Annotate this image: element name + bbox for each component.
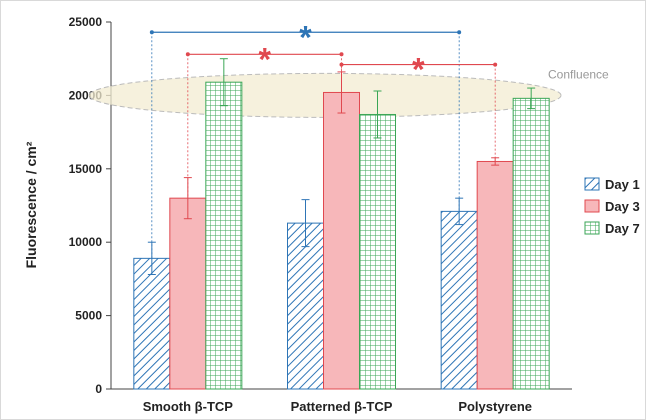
bracket-end xyxy=(339,62,344,67)
legend-swatch xyxy=(584,221,600,235)
y-tick-label: 0 xyxy=(95,382,102,396)
x-tick-label: Smooth β-TCP xyxy=(143,399,234,414)
significance-star: * xyxy=(412,52,425,88)
y-tick-label: 15000 xyxy=(69,162,103,176)
confluence-label: Confluence xyxy=(548,67,609,81)
y-tick-label: 5000 xyxy=(75,309,102,323)
bar-day-7 xyxy=(205,81,243,390)
y-tick-label: 10000 xyxy=(69,235,103,249)
bar-day-1 xyxy=(440,210,478,390)
bar-day-3 xyxy=(169,197,207,390)
legend-swatch xyxy=(584,177,600,191)
legend-label: Day 7 xyxy=(605,221,640,236)
bracket-end xyxy=(149,30,154,35)
bars-group xyxy=(133,58,550,390)
x-tick-label: Polystyrene xyxy=(458,399,532,414)
bar-day-3 xyxy=(476,160,514,390)
bracket-end xyxy=(185,52,190,57)
bracket-end xyxy=(493,62,498,67)
bar-day-7 xyxy=(512,97,550,390)
y-tick-label: 25000 xyxy=(69,15,103,29)
bar-day-1 xyxy=(287,222,324,390)
legend-label: Day 1 xyxy=(605,177,640,192)
annotations-group: * * * xyxy=(149,19,498,259)
bar-day-3 xyxy=(323,91,360,390)
bar-day-7 xyxy=(359,113,396,390)
significance-star: * xyxy=(299,19,312,55)
legend-label: Day 3 xyxy=(605,199,640,214)
y-axis-label: Fluorescence / cm² xyxy=(23,141,39,268)
bracket-end xyxy=(339,52,344,57)
legend: Day 1 Day 3 Day 7 xyxy=(584,177,640,236)
bracket-end xyxy=(457,30,462,35)
x-tick-label: Patterned β-TCP xyxy=(291,399,393,414)
legend-swatch xyxy=(584,199,600,213)
bar-day-1 xyxy=(133,257,171,390)
significance-star: * xyxy=(258,41,271,77)
